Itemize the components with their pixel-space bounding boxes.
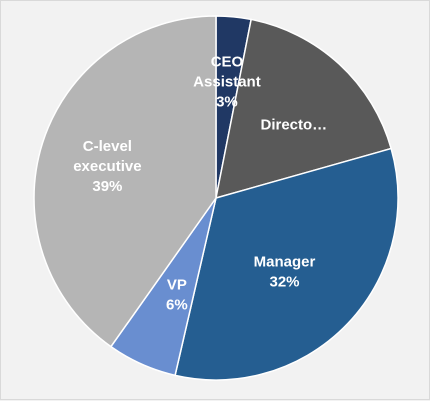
slice-name: VP (167, 276, 187, 293)
slice-name: CEO (211, 54, 244, 71)
slice-label: Manager 32% (254, 253, 316, 290)
slice-name: C-level (83, 138, 132, 155)
slice-label: CEO Assistant 3% (193, 54, 261, 111)
slice-percent: 32% (270, 273, 300, 290)
pie-slice (215, 18, 393, 200)
slice-percent: 3% (216, 94, 238, 111)
slice-name: Directo… (261, 116, 328, 133)
slice-percent: 39% (92, 178, 122, 195)
slice-percent: 6% (166, 296, 188, 313)
slice-label: VP 6% (166, 276, 188, 313)
slice-name: executive (73, 158, 141, 175)
slice-name: Assistant (193, 74, 261, 91)
slice-label: C-level executive 39% (73, 138, 141, 195)
slice-name: Manager (254, 253, 316, 270)
slice-label: Directo… (261, 116, 328, 133)
pie-slice (174, 147, 399, 381)
pie-slice (33, 15, 217, 348)
